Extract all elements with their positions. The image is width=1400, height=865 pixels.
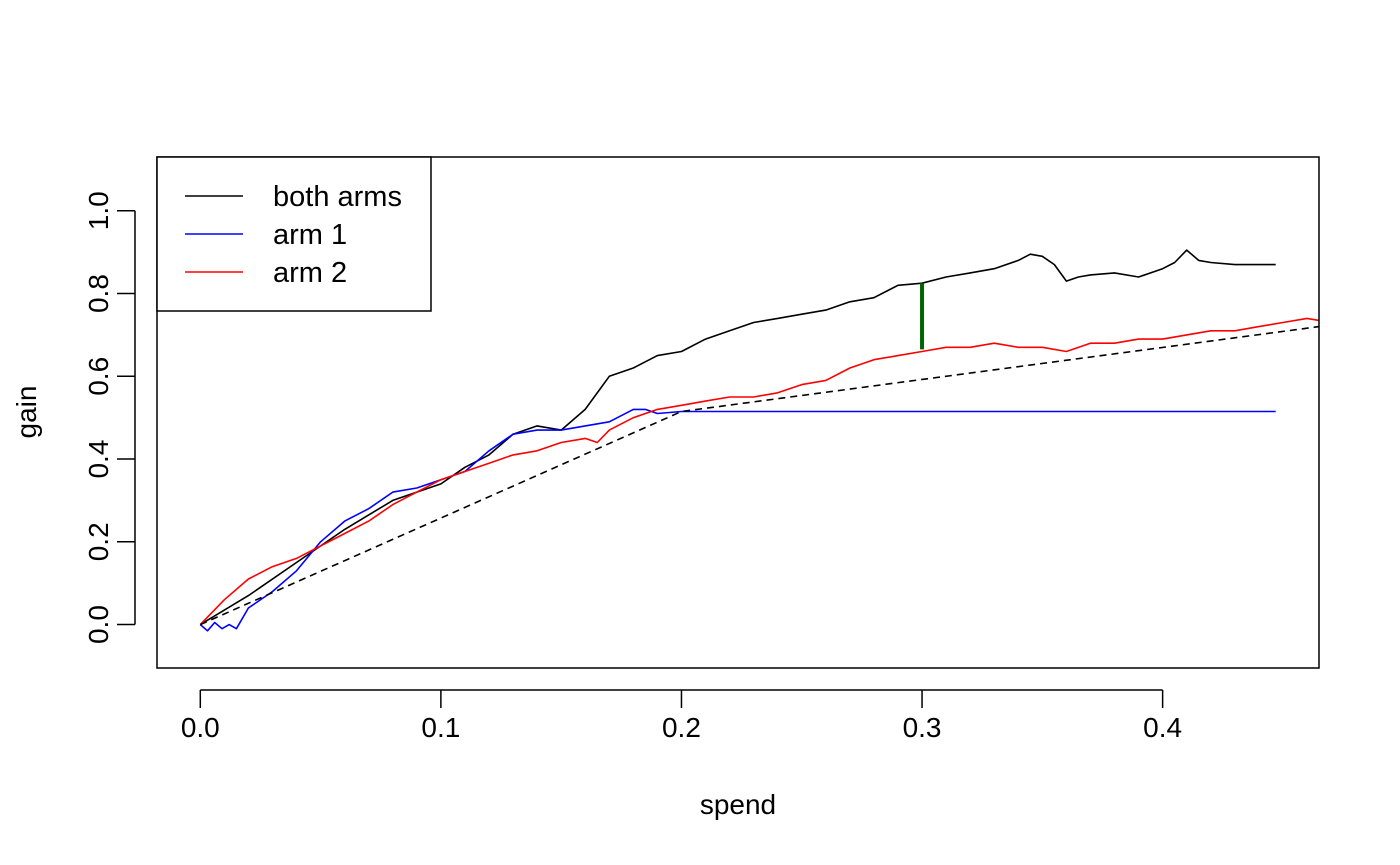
plot-frame [156, 156, 1320, 669]
x-tick-label: 0.1 [421, 712, 460, 743]
x-axis: 0.0 0.1 0.2 0.3 0.4 [181, 689, 1182, 743]
x-tick-label: 0.0 [181, 712, 220, 743]
arm-1-line [199, 408, 1276, 632]
reference-line [199, 325, 1319, 626]
y-axis: 0.0 0.2 0.4 0.6 0.8 1.0 [83, 191, 136, 644]
y-tick-label: 0.0 [83, 605, 114, 644]
y-tick-label: 0.6 [83, 357, 114, 396]
both-arms-line [199, 249, 1276, 626]
x-tick-label: 0.2 [662, 712, 701, 743]
legend-label: arm 2 [273, 257, 347, 289]
x-tick-label: 0.3 [903, 712, 942, 743]
y-tick-label: 0.8 [83, 274, 114, 313]
y-tick-label: 1.0 [83, 191, 114, 230]
x-tick-label: 0.4 [1143, 712, 1182, 743]
legend-label: both arms [273, 181, 402, 213]
legend-label: arm 1 [273, 219, 347, 251]
plot-lines [199, 249, 1319, 632]
y-axis-title: gain [11, 386, 42, 439]
x-axis-title: spend [700, 789, 776, 820]
y-tick-label: 0.2 [83, 522, 114, 561]
y-tick-label: 0.4 [83, 440, 114, 479]
legend: both arms arm 1 arm 2 [156, 156, 432, 312]
arm-2-line [199, 317, 1319, 626]
